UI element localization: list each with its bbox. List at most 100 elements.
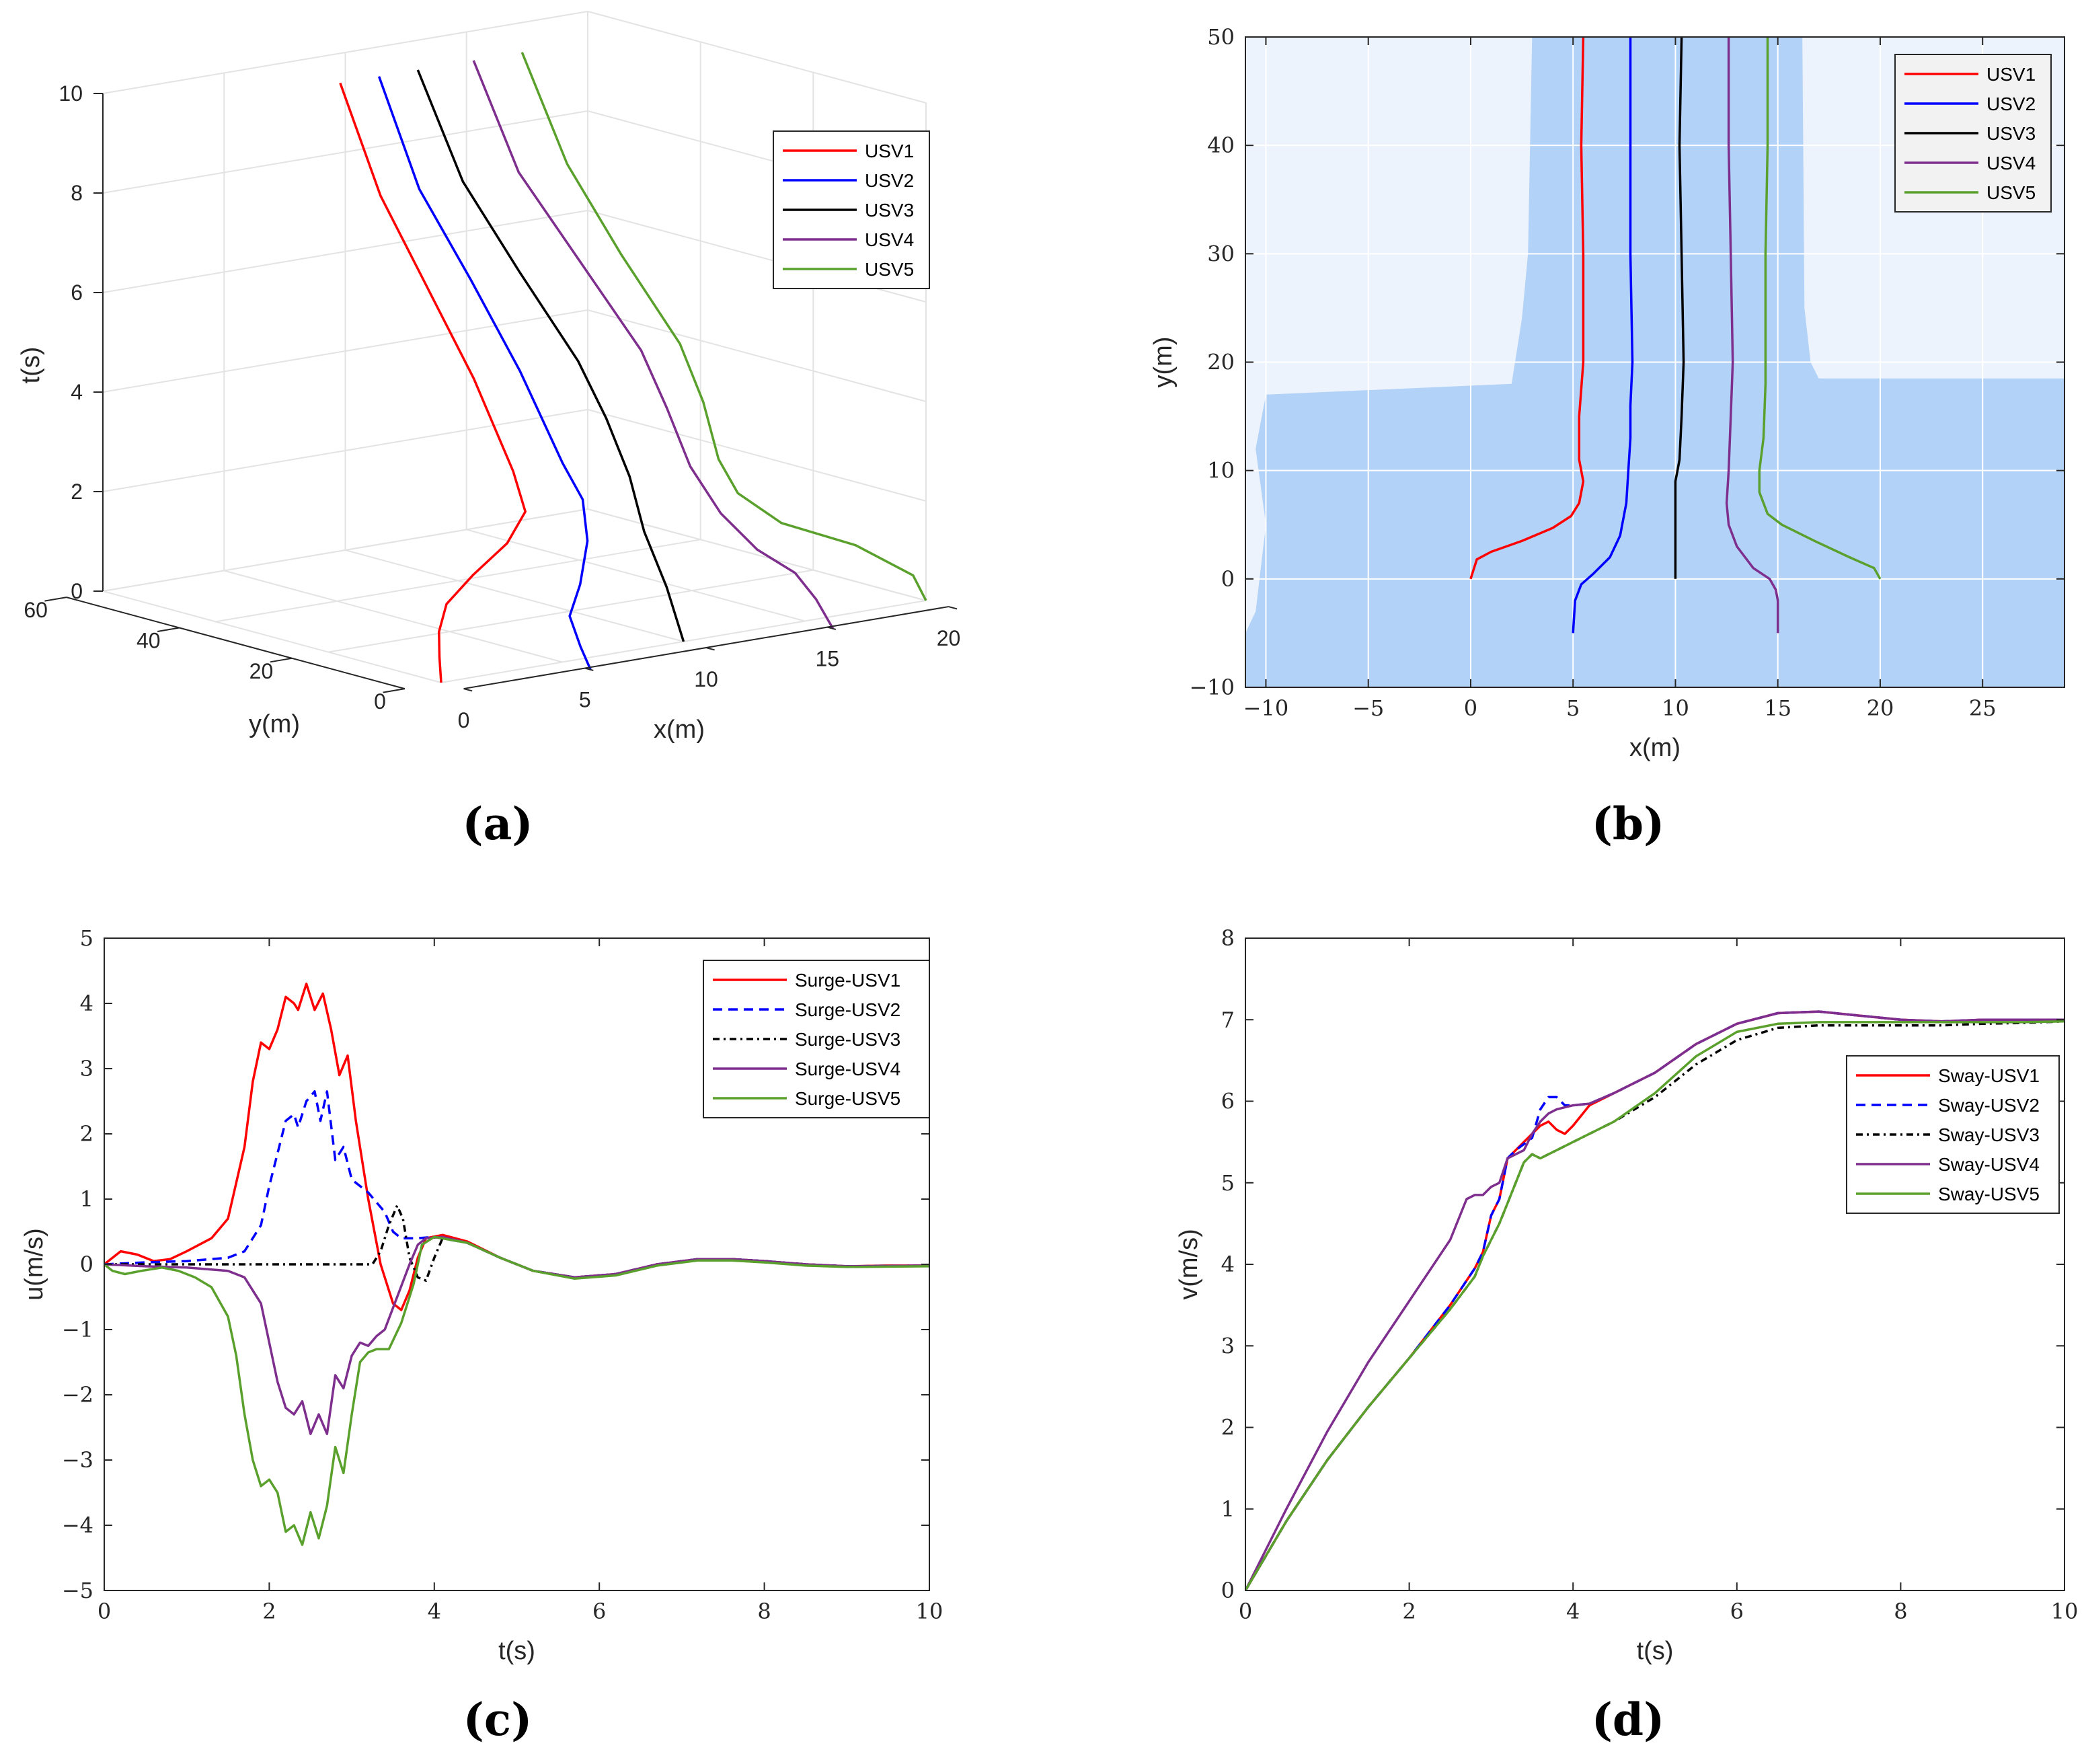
x-tick-label: 10 bbox=[1662, 695, 1689, 721]
series-line-surge-usv5 bbox=[104, 1235, 929, 1546]
y-tick-label: 1 bbox=[80, 1186, 93, 1212]
series-line-sway-usv5 bbox=[1245, 1020, 2064, 1590]
y-tick-label: 2 bbox=[1221, 1415, 1235, 1441]
y-tick-label: −4 bbox=[62, 1512, 93, 1538]
side-wall-gridline-z bbox=[587, 508, 927, 601]
y-tick-label: 3 bbox=[80, 1056, 93, 1081]
z-tick-label: 2 bbox=[71, 480, 83, 504]
y-axis-label: y(m) bbox=[249, 710, 300, 738]
series-line-usv4 bbox=[1725, 37, 1779, 634]
y-tick-label: 5 bbox=[80, 925, 93, 951]
x-tick-label: −10 bbox=[1243, 695, 1289, 721]
x-axis-label: t(s) bbox=[498, 1637, 535, 1665]
y-tick-mark bbox=[383, 688, 406, 693]
y-tick-label: 6 bbox=[1221, 1089, 1235, 1114]
x-tick-label: 10 bbox=[2051, 1599, 2079, 1624]
y-tick-label: 20 bbox=[249, 659, 274, 683]
legend-entry-usv3: USV3 bbox=[865, 200, 914, 221]
back-wall-gridline-z bbox=[102, 210, 588, 293]
legend-entry-surge-usv4: Surge-USV4 bbox=[795, 1059, 900, 1079]
z-tick-label: 0 bbox=[71, 579, 83, 603]
x-tick-label: 8 bbox=[757, 1599, 771, 1624]
y-axis-label: u(m/s) bbox=[20, 1228, 48, 1301]
y-tick-label: −3 bbox=[62, 1447, 93, 1473]
legend-entry-usv1: USV1 bbox=[865, 141, 914, 161]
y-axis-line bbox=[66, 597, 406, 690]
x-tick-label: −5 bbox=[1352, 695, 1384, 721]
x-tick-mark bbox=[705, 647, 715, 651]
back-wall-gridline-z bbox=[102, 309, 588, 393]
y-tick-mark bbox=[157, 627, 180, 632]
floor-gridline-x bbox=[102, 590, 442, 683]
legend-entry-surge-usv5: Surge-USV5 bbox=[795, 1088, 900, 1109]
side-wall-gridline-z bbox=[587, 409, 927, 502]
panel-label-b: (b) bbox=[1592, 798, 1665, 850]
x-tick-label: 10 bbox=[916, 1599, 943, 1624]
y-tick-label: −10 bbox=[1189, 675, 1235, 700]
series-line-usv1 bbox=[1469, 37, 1585, 580]
x-tick-mark bbox=[463, 688, 473, 692]
legend-entry-sway-usv2: Sway-USV2 bbox=[1938, 1095, 2040, 1116]
x-tick-label: 4 bbox=[428, 1599, 441, 1624]
z-tick-label: 8 bbox=[71, 181, 83, 205]
x-tick-label: 6 bbox=[592, 1599, 606, 1624]
floor-gridline-x bbox=[345, 549, 684, 642]
series-line-sway-usv4 bbox=[1245, 1010, 2064, 1590]
x-tick-label: 0 bbox=[1464, 695, 1477, 721]
floor-gridline-x bbox=[223, 570, 563, 663]
legend-entry-sway-usv4: Sway-USV4 bbox=[1938, 1154, 2040, 1175]
legend-entry-sway-usv5: Sway-USV5 bbox=[1938, 1184, 2040, 1204]
series-line-usv5 bbox=[520, 52, 927, 601]
x-tick-label: 20 bbox=[1867, 695, 1894, 721]
series-line-usv5 bbox=[1758, 37, 1882, 580]
y-tick-label: −1 bbox=[62, 1317, 93, 1342]
y-tick-label: 5 bbox=[1221, 1170, 1235, 1196]
panel-label-a: (a) bbox=[462, 798, 533, 850]
x-tick-label: 2 bbox=[262, 1599, 276, 1624]
y-tick-label: 0 bbox=[1221, 566, 1235, 592]
z-axis-label: t(s) bbox=[17, 347, 45, 384]
panel-a: 0 5 10 15 20 0 20 40 60 0 2 4 6 8 10 x(m) y(m) t(s) USV1 US… bbox=[17, 11, 960, 744]
legend-entry-usv1: USV1 bbox=[1986, 64, 2036, 85]
legend-box bbox=[1846, 1055, 2060, 1214]
y-tick-label: 1 bbox=[1221, 1496, 1235, 1522]
y-tick-label: 60 bbox=[24, 598, 48, 622]
back-wall-gridline-z bbox=[102, 11, 588, 94]
series-line-surge-usv3 bbox=[104, 1204, 929, 1282]
y-tick-label: 30 bbox=[1207, 241, 1235, 266]
y-tick-label: −5 bbox=[62, 1578, 93, 1603]
y-tick-label: 7 bbox=[1221, 1007, 1235, 1032]
y-tick-label: 20 bbox=[1207, 350, 1235, 375]
panel-label-c: (c) bbox=[463, 1693, 533, 1746]
y-axis-label: v(m/s) bbox=[1175, 1229, 1203, 1300]
back-wall-gridline-z bbox=[102, 110, 588, 194]
x-tick-label: 5 bbox=[1566, 695, 1580, 721]
y-tick-label: 8 bbox=[1221, 925, 1235, 951]
x-tick-label: 2 bbox=[1402, 1599, 1416, 1624]
panel-c: 0 2 4 6 8 10 −5 −4 −3 −2 −1 0 1 2 3 4 5 t(s) u(m/s) Surge-U… bbox=[20, 925, 943, 1665]
legend-entry-surge-usv3: Surge-USV3 bbox=[795, 1029, 900, 1050]
y-tick-label: 40 bbox=[137, 628, 161, 652]
series-line-surge-usv4 bbox=[104, 1235, 929, 1435]
x-tick-label: 0 bbox=[1239, 1599, 1252, 1624]
x-tick-mark bbox=[827, 626, 837, 630]
legend-entry-usv3: USV3 bbox=[1986, 123, 2036, 144]
x-tick-mark bbox=[584, 667, 594, 671]
x-axis-label: x(m) bbox=[654, 716, 705, 744]
legend-entry-surge-usv2: Surge-USV2 bbox=[795, 999, 900, 1020]
x-tick-label: 4 bbox=[1566, 1599, 1580, 1624]
y-axis-label: y(m) bbox=[1149, 337, 1178, 388]
side-wall-gridline-z bbox=[587, 309, 927, 402]
x-axis-label: x(m) bbox=[1629, 734, 1681, 762]
floor-gridline-y bbox=[215, 539, 701, 623]
legend-entry-surge-usv1: Surge-USV1 bbox=[795, 970, 900, 991]
z-tick-label: 10 bbox=[59, 81, 83, 106]
series-line-usv1 bbox=[339, 82, 527, 683]
y-tick-label: 50 bbox=[1207, 24, 1235, 50]
z-tick-label: 6 bbox=[71, 280, 83, 305]
axes-frame bbox=[1245, 937, 2065, 1591]
legend-entry-usv5: USV5 bbox=[1986, 182, 2036, 203]
x-tick-label: 25 bbox=[1969, 695, 1997, 721]
legend-entry-sway-usv1: Sway-USV1 bbox=[1938, 1065, 2040, 1086]
x-tick-label: 5 bbox=[579, 688, 591, 712]
